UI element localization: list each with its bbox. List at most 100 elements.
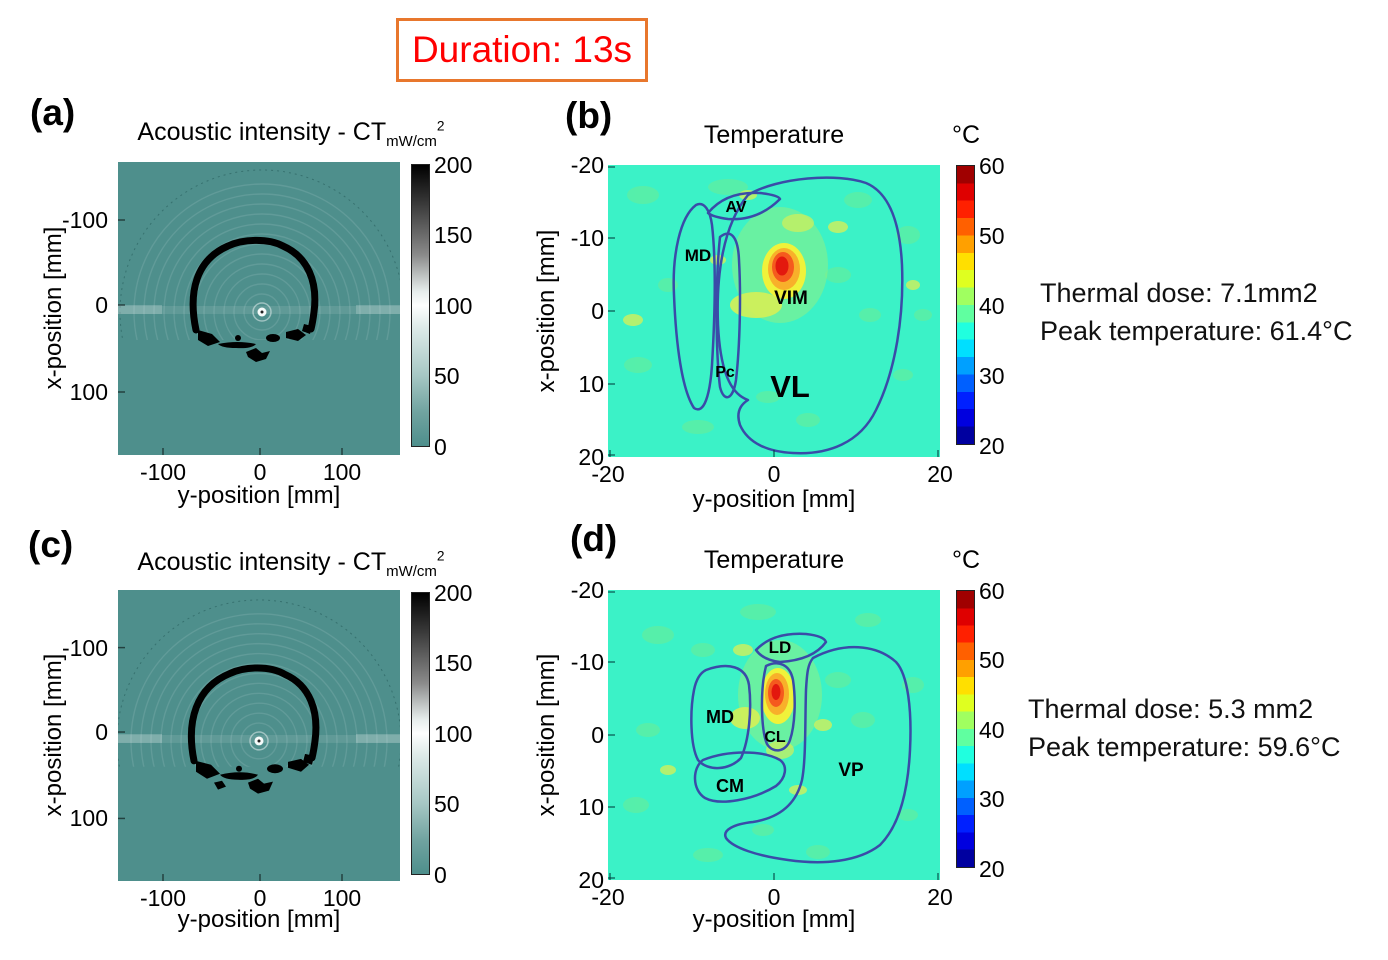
panel-c-title-sub: mW/cm xyxy=(386,563,437,580)
peak-temperature-d: Peak temperature: 59.6°C xyxy=(1028,732,1341,762)
contour-md xyxy=(690,664,752,770)
focal-ring xyxy=(252,302,272,322)
panel-a-ylabel: x-position [mm] xyxy=(40,226,67,390)
panel-c-title: Acoustic intensity - CTmW/cm2 xyxy=(118,548,464,580)
panel-b-ytick: -10 xyxy=(570,225,604,251)
panel-d-letter: (d) xyxy=(570,518,618,559)
panel-d-annotation: Thermal dose: 5.3 mm2 Peak temperature: … xyxy=(1028,690,1340,766)
panel-b-xlabel: y-position [mm] xyxy=(692,486,856,513)
contour-ld xyxy=(754,632,828,664)
colorbar-b xyxy=(956,165,975,445)
nuclei-labels: AV MD VIM Pc VL xyxy=(685,199,810,404)
panel-d-ytick: 0 xyxy=(591,722,604,748)
panel-c-title-main: Acoustic intensity - CT xyxy=(137,548,387,576)
panel-b-xtick: 0 xyxy=(767,461,781,487)
acoustic-background xyxy=(118,162,400,455)
skull-base-blobs xyxy=(198,324,312,362)
axis-tick-marks xyxy=(608,591,939,880)
colorbar-b-tick: 40 xyxy=(979,293,1005,319)
contour-pc xyxy=(715,232,742,399)
nuclei-contours xyxy=(672,176,904,455)
skull-outline xyxy=(187,664,320,765)
axis-tick-marks xyxy=(608,166,939,457)
warm-patches-green xyxy=(624,179,932,434)
thermal-dose-d: Thermal dose: 5.3 mm2 xyxy=(1028,694,1314,724)
beam-streak-right xyxy=(356,734,400,743)
colorbar-d-tick: 60 xyxy=(979,578,1005,604)
beam-streak-right xyxy=(356,305,400,314)
colorbar-c-tick: 100 xyxy=(434,721,473,747)
skull-base-blobs xyxy=(196,753,314,794)
panel-c-xtick: 0 xyxy=(253,885,267,911)
hotspot xyxy=(761,668,795,724)
ripple-rings xyxy=(118,599,400,767)
panel-b-title: Temperature xyxy=(703,121,845,149)
colorbar-a-tick: 150 xyxy=(434,222,473,248)
ripple-rings xyxy=(119,169,400,340)
panel-d-ytick: 20 xyxy=(578,867,604,893)
colorbar-d-tick: 20 xyxy=(979,856,1005,882)
panel-d-xlabel: y-position [mm] xyxy=(692,906,856,933)
colorbar-a-tick: 0 xyxy=(434,434,447,460)
colorbar-c-tick: 0 xyxy=(434,862,447,888)
panel-b-annotation: Thermal dose: 7.1mm2 Peak temperature: 6… xyxy=(1040,274,1352,350)
axis-tick-marks xyxy=(118,219,343,455)
panel-d-xtick: -20 xyxy=(591,884,625,910)
contour-vl xyxy=(716,176,904,455)
colorbar-a-tick: 200 xyxy=(434,152,473,178)
contour-cl xyxy=(760,662,796,752)
colorbar-b-tick: 30 xyxy=(979,363,1005,389)
panel-c-xlabel: y-position [mm] xyxy=(177,906,341,933)
thermal-dose-b: Thermal dose: 7.1mm2 xyxy=(1040,278,1318,308)
panel-a-title-sup: 2 xyxy=(436,118,445,134)
colorbar-c-tick: 150 xyxy=(434,650,473,676)
region-label-ld: LD xyxy=(769,638,792,657)
panel-c-ylabel: x-position [mm] xyxy=(40,653,67,817)
colorbar-c xyxy=(411,592,430,875)
transducer-arc xyxy=(119,169,400,340)
panel-a-title-main: Acoustic intensity - CT xyxy=(137,118,387,146)
panel-a-ytick: 0 xyxy=(95,292,108,318)
panel-d-ytick: -20 xyxy=(570,577,604,603)
panel-b-ytick: -20 xyxy=(570,152,604,178)
beam-streak-left xyxy=(118,734,162,743)
panel-b-letter: (b) xyxy=(565,95,613,136)
contour-cm xyxy=(693,751,787,803)
colorbar-a-tick: 50 xyxy=(434,363,460,389)
yellow-patch xyxy=(782,214,814,232)
panel-b-ytick: 20 xyxy=(578,444,604,470)
region-label-vim: VIM xyxy=(774,288,808,309)
panel-d-title: Temperature xyxy=(703,546,845,574)
region-label-cm: CM xyxy=(716,776,744,796)
acoustic-heatmap-c xyxy=(118,590,400,881)
colorbar-b-tick: 60 xyxy=(979,153,1005,179)
nuclei-labels: LD MD CL CM VP xyxy=(706,638,864,796)
temperature-plot-b: AV MD VIM Pc VL xyxy=(608,165,940,457)
panel-b-xtick: 20 xyxy=(927,461,953,487)
beam-streak-left xyxy=(118,305,162,314)
panel-b-colorbar-unit: °C xyxy=(951,121,981,149)
contour-av xyxy=(706,191,782,221)
colorbar-a xyxy=(411,164,430,447)
panel-b-ylabel: x-position [mm] xyxy=(533,229,560,393)
panel-d-ytick: 10 xyxy=(578,794,604,820)
panel-c-ytick: 100 xyxy=(69,805,108,831)
panel-a-title: Acoustic intensity - CTmW/cm2 xyxy=(118,118,464,150)
panel-b-ytick: 10 xyxy=(578,371,604,397)
colorbar-c-tick: 200 xyxy=(434,580,473,606)
panel-d-xtick: 0 xyxy=(767,884,781,910)
colorbar-b-tick: 20 xyxy=(979,433,1005,459)
panel-c-xtick: 100 xyxy=(322,885,362,911)
colorbar-d-tick: 50 xyxy=(979,647,1005,673)
panel-a-xtick: 0 xyxy=(253,459,267,485)
colorbar-d-tick: 40 xyxy=(979,717,1005,743)
focal-ring xyxy=(249,731,269,751)
temperature-plot-d: LD MD CL CM VP xyxy=(608,590,940,880)
nuclei-contours xyxy=(690,632,912,864)
hotspot xyxy=(762,243,806,299)
panel-d-xtick: 20 xyxy=(927,884,953,910)
region-label-cl: CL xyxy=(764,729,786,746)
acoustic-background xyxy=(118,590,400,881)
region-label-vl: VL xyxy=(770,369,810,404)
region-label-md: MD xyxy=(685,246,711,265)
